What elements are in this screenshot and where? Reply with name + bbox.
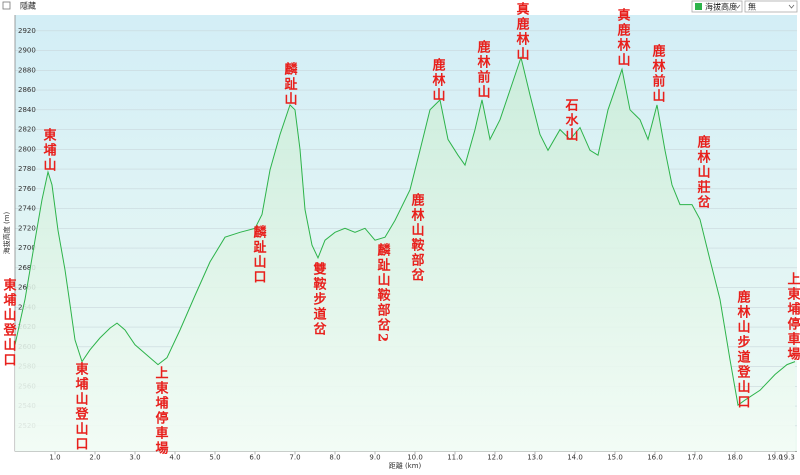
x-tick-label: 8.0 [329, 454, 340, 462]
y-tick-label: 2720 [18, 224, 36, 232]
x-tick-label: 15.0 [607, 454, 623, 462]
x-axis-title: 距離 (km) [389, 461, 422, 470]
annotation: 真鹿林山 [615, 7, 631, 68]
annotation: 東埔山 [41, 127, 57, 173]
y-tick-label: 2760 [18, 185, 36, 193]
y-tick-label: 2740 [18, 205, 36, 213]
series-select[interactable] [691, 0, 743, 13]
x-tick-label: 5.0 [209, 454, 220, 462]
annotation: 麟趾山 [282, 61, 298, 107]
y-tick-label: 2880 [18, 66, 36, 74]
overlay-select[interactable] [744, 0, 798, 13]
y-tick-label: 2680 [18, 264, 36, 272]
legend-swatch [695, 3, 702, 10]
x-tick-label: 12.0 [487, 454, 503, 462]
x-tick-label: 10.0 [407, 454, 423, 462]
annotation: 鹿林山鞍部岔 [409, 192, 425, 283]
x-tick-label: 18.0 [727, 454, 743, 462]
elevation-area [15, 57, 795, 452]
annotation: 麟趾山口 [251, 224, 267, 285]
x-tick-label: 1.0 [49, 454, 60, 462]
x-tick-label: 6.0 [249, 454, 260, 462]
x-tick-label: 4.0 [169, 454, 180, 462]
x-tick-label: 2.0 [89, 454, 100, 462]
dropdown-arrow [788, 4, 795, 9]
annotation: 石水山 [563, 98, 580, 143]
overlay-label: 無 [748, 2, 756, 12]
y-tick-label: 2800 [18, 145, 36, 153]
x-tick-label: 19.0 [767, 454, 783, 462]
y-tick-label: 2840 [18, 106, 36, 114]
annotation: 麟趾山鞍部岔2 [375, 242, 391, 344]
x-tick-label: 17.0 [687, 454, 703, 462]
x-tick-label: 3.0 [129, 454, 140, 462]
x-tick-label: 19.3 [779, 454, 795, 462]
annotation: 鹿林前山 [650, 43, 666, 104]
legend-label: 海拔高度 [705, 2, 737, 12]
y-tick-label: 2820 [18, 126, 36, 134]
annotation: 鹿林山莊岔 [695, 134, 711, 210]
annotation: 鹿林山步道登山口 [735, 289, 752, 410]
dropdown-arrow [734, 4, 741, 9]
annotation: 鹿林山 [430, 57, 446, 103]
annotation: 雙鞍步道岔 [311, 261, 327, 337]
annotation: 真鹿林山 [514, 1, 530, 62]
x-tick-label: 16.0 [647, 454, 663, 462]
x-tick-label: 13.0 [527, 454, 543, 462]
annotation: 東埔山登山口 [1, 277, 18, 368]
x-tick-label: 7.0 [289, 454, 300, 462]
annotation: 東埔山登山口 [73, 361, 90, 452]
y-tick-label: 2860 [18, 86, 36, 94]
y-axis-title: 海拔高度 (m) [2, 211, 11, 254]
x-tick-label: 9.0 [369, 454, 380, 462]
y-tick-label: 2900 [18, 47, 36, 55]
y-tick-label: 2780 [18, 165, 36, 173]
x-tick-label: 11.0 [447, 454, 463, 462]
annotation: 上東埔停車場 [153, 366, 169, 456]
x-tick-label: 14.0 [567, 454, 583, 462]
hide-label: 隱藏 [20, 1, 36, 11]
hide-checkbox[interactable] [2, 1, 11, 10]
annotation: 上東埔停車場 [785, 272, 800, 362]
y-tick-label: 2700 [18, 244, 36, 252]
elevation-line [14, 55, 796, 406]
y-tick-label: 2920 [18, 27, 36, 35]
annotation: 鹿林前山 [475, 39, 491, 100]
